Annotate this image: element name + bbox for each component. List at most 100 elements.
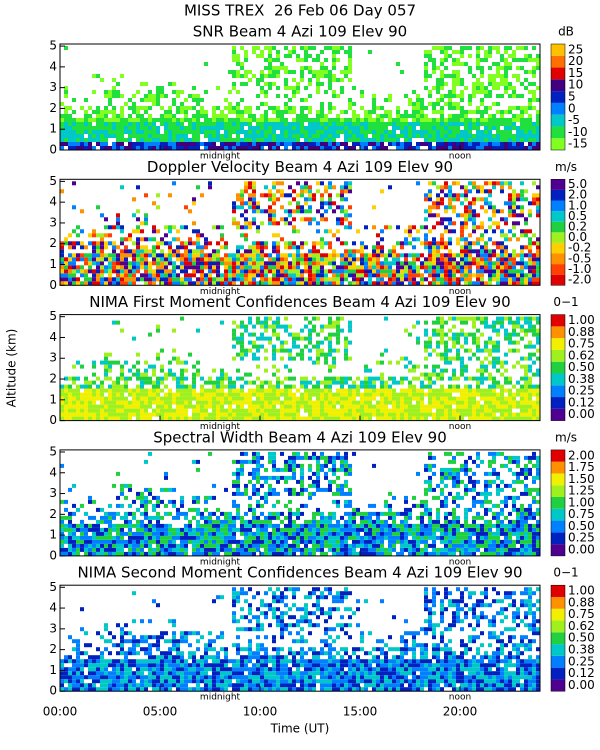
texture-cell xyxy=(532,388,536,393)
texture-cell xyxy=(140,237,144,242)
texture-cell xyxy=(468,281,472,286)
texture-cell xyxy=(96,130,100,134)
texture-cell xyxy=(508,86,512,90)
texture-cell xyxy=(120,146,124,150)
texture-cell xyxy=(204,146,208,150)
texture-cell xyxy=(264,114,268,118)
texture-cell xyxy=(280,134,284,138)
y-tick-label: 1 xyxy=(49,257,57,271)
texture-cell xyxy=(332,134,336,138)
texture-cell xyxy=(456,237,460,242)
colorbar-label: 0.2 xyxy=(568,220,587,234)
texture-cell xyxy=(200,122,204,126)
texture-cell xyxy=(256,118,260,122)
texture-cell xyxy=(536,241,540,246)
texture-cell xyxy=(252,273,256,278)
texture-cell xyxy=(476,400,480,405)
texture-cell xyxy=(328,404,332,409)
texture-cell xyxy=(144,277,148,282)
texture-cell xyxy=(164,408,168,413)
texture-cell xyxy=(332,257,336,262)
texture-cell xyxy=(108,130,112,134)
texture-cell xyxy=(440,217,444,222)
texture-cell xyxy=(276,257,280,262)
texture-cell xyxy=(420,392,424,397)
texture-cell xyxy=(488,281,492,286)
texture-cell xyxy=(168,392,172,397)
texture-cell xyxy=(504,404,508,409)
texture-cell xyxy=(280,388,284,393)
texture-cell xyxy=(524,356,528,361)
texture-cell xyxy=(60,142,64,146)
texture-cell xyxy=(180,412,184,417)
texture-cell xyxy=(256,364,260,369)
texture-cell xyxy=(520,181,524,186)
texture-cell xyxy=(328,332,332,337)
texture-cell xyxy=(120,265,124,270)
texture-cell xyxy=(304,189,308,194)
texture-cell xyxy=(376,126,380,130)
texture-cell xyxy=(300,269,304,274)
texture-cell xyxy=(128,388,132,393)
texture-cell xyxy=(516,114,520,118)
texture-cell xyxy=(428,205,432,210)
texture-cell xyxy=(332,78,336,82)
texture-cell xyxy=(444,66,448,70)
texture-cell xyxy=(240,257,244,262)
texture-cell xyxy=(228,269,232,274)
texture-cell xyxy=(308,193,312,198)
texture-cell xyxy=(404,273,408,278)
texture-cell xyxy=(124,408,128,413)
texture-cell xyxy=(384,261,388,266)
texture-cell xyxy=(72,408,76,413)
texture-cell xyxy=(320,138,324,142)
texture-cell xyxy=(164,146,168,150)
texture-cell xyxy=(192,86,196,90)
texture-cell xyxy=(260,130,264,134)
texture-cell xyxy=(172,396,176,401)
texture-cell xyxy=(112,118,116,122)
texture-cell xyxy=(316,249,320,254)
texture-cell xyxy=(416,404,420,409)
texture-cell xyxy=(448,273,452,278)
texture-cell xyxy=(268,205,272,210)
texture-cell xyxy=(472,340,476,345)
texture-cell xyxy=(204,90,208,94)
texture-cell xyxy=(344,352,348,357)
texture-cell xyxy=(64,46,68,50)
texture-cell xyxy=(304,253,308,258)
texture-cell xyxy=(372,102,376,106)
texture-cell xyxy=(464,225,468,230)
texture-cell xyxy=(276,94,280,98)
colorbar-label: 0 xyxy=(568,101,576,115)
texture-cell xyxy=(248,348,252,353)
texture-cell xyxy=(308,217,312,222)
texture-cell xyxy=(184,225,188,230)
texture-cell xyxy=(428,392,432,397)
texture-cell xyxy=(336,277,340,282)
texture-cell xyxy=(272,277,276,282)
texture-cell xyxy=(484,316,488,321)
texture-cell xyxy=(196,118,200,122)
texture-cell xyxy=(136,253,140,258)
texture-cell xyxy=(244,372,248,377)
texture-cell xyxy=(136,396,140,401)
texture-cell xyxy=(256,273,260,278)
texture-cell xyxy=(440,185,444,190)
texture-cell xyxy=(204,245,208,250)
texture-cell xyxy=(444,261,448,266)
texture-cell xyxy=(140,138,144,142)
texture-cell xyxy=(380,273,384,278)
texture-cell xyxy=(296,344,300,349)
texture-cell xyxy=(488,388,492,393)
texture-cell xyxy=(516,404,520,409)
texture-cell xyxy=(316,340,320,345)
texture-cell xyxy=(532,332,536,337)
texture-cell xyxy=(388,281,392,286)
texture-cell xyxy=(244,209,248,214)
texture-cell xyxy=(72,205,76,210)
texture-cell xyxy=(208,134,212,138)
texture-cell xyxy=(440,62,444,66)
texture-cell xyxy=(188,396,192,401)
texture-cell xyxy=(340,396,344,401)
